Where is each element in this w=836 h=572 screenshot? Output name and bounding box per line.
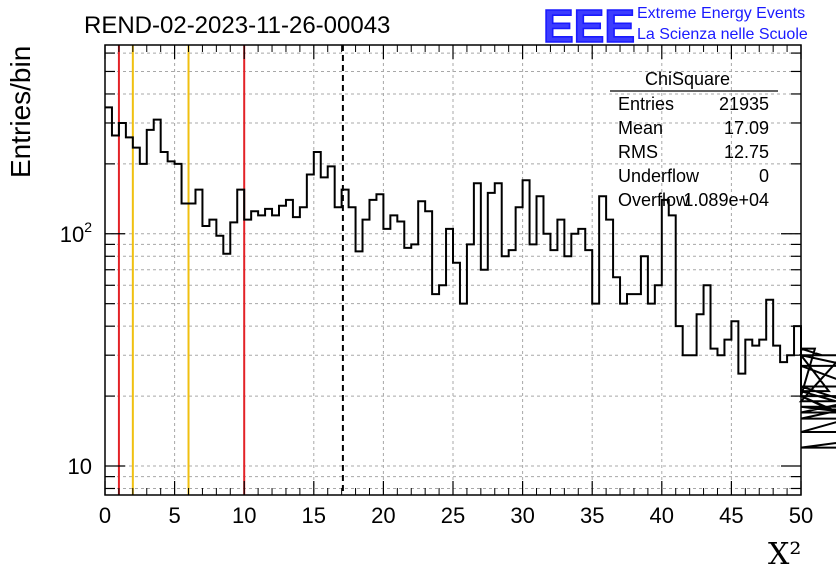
axis-ticks: [104, 45, 802, 495]
stats-box: ChiSquare Entries 21935 Mean 17.09 RMS 12.75 U…: [610, 69, 778, 210]
stats-value: 17.09: [724, 118, 769, 138]
stats-value: 0: [759, 166, 769, 186]
x-tick-label: 40: [650, 503, 674, 528]
x-tick-label: 35: [580, 503, 604, 528]
y-tick-label: 10: [68, 454, 92, 479]
x-tick-labels: 0 5 10 15 20 25 30 35 40 45 50: [99, 503, 813, 528]
x-tick-label: 15: [302, 503, 326, 528]
marker-lines: [117, 45, 344, 495]
y-axis-title: Entries/bin: [5, 46, 36, 178]
stats-title: ChiSquare: [645, 69, 730, 89]
x-axis-title: X²: [768, 537, 801, 572]
stats-value: 1.089e+04: [683, 190, 769, 210]
x-tick-label: 20: [371, 503, 395, 528]
x-tick-label: 5: [168, 503, 180, 528]
x-tick-label: 50: [789, 503, 813, 528]
grid-layer: [105, 45, 801, 495]
stats-value: 12.75: [724, 142, 769, 162]
stats-label: Underflow: [618, 166, 700, 186]
stats-value: 21935: [719, 94, 769, 114]
stats-label: Overflow: [618, 190, 690, 210]
x-tick-label: 25: [441, 503, 465, 528]
logo-line1: Extreme Energy Events: [637, 5, 805, 22]
histogram-outline: [105, 106, 836, 449]
stats-label: Mean: [618, 118, 663, 138]
stats-rows: Entries 21935 Mean 17.09 RMS 12.75 Underflow 0 O…: [618, 94, 769, 210]
y-tick-labels: 10 102: [60, 219, 92, 479]
x-tick-label: 45: [719, 503, 743, 528]
chart-title: REND-02-2023-11-26-00043: [84, 12, 390, 39]
logo-line2: La Scienza nelle Scuole: [637, 26, 808, 43]
stats-label: Entries: [618, 94, 674, 114]
y-tick-label: 102: [60, 219, 92, 247]
x-tick-label: 10: [232, 503, 256, 528]
eee-logo: EEE Extreme Energy Events La Scienza nel…: [542, 0, 808, 53]
x-tick-label: 30: [510, 503, 534, 528]
eee-logo-mark: EEE: [543, 0, 635, 52]
stats-label: RMS: [618, 142, 658, 162]
x-tick-label: 0: [99, 503, 111, 528]
